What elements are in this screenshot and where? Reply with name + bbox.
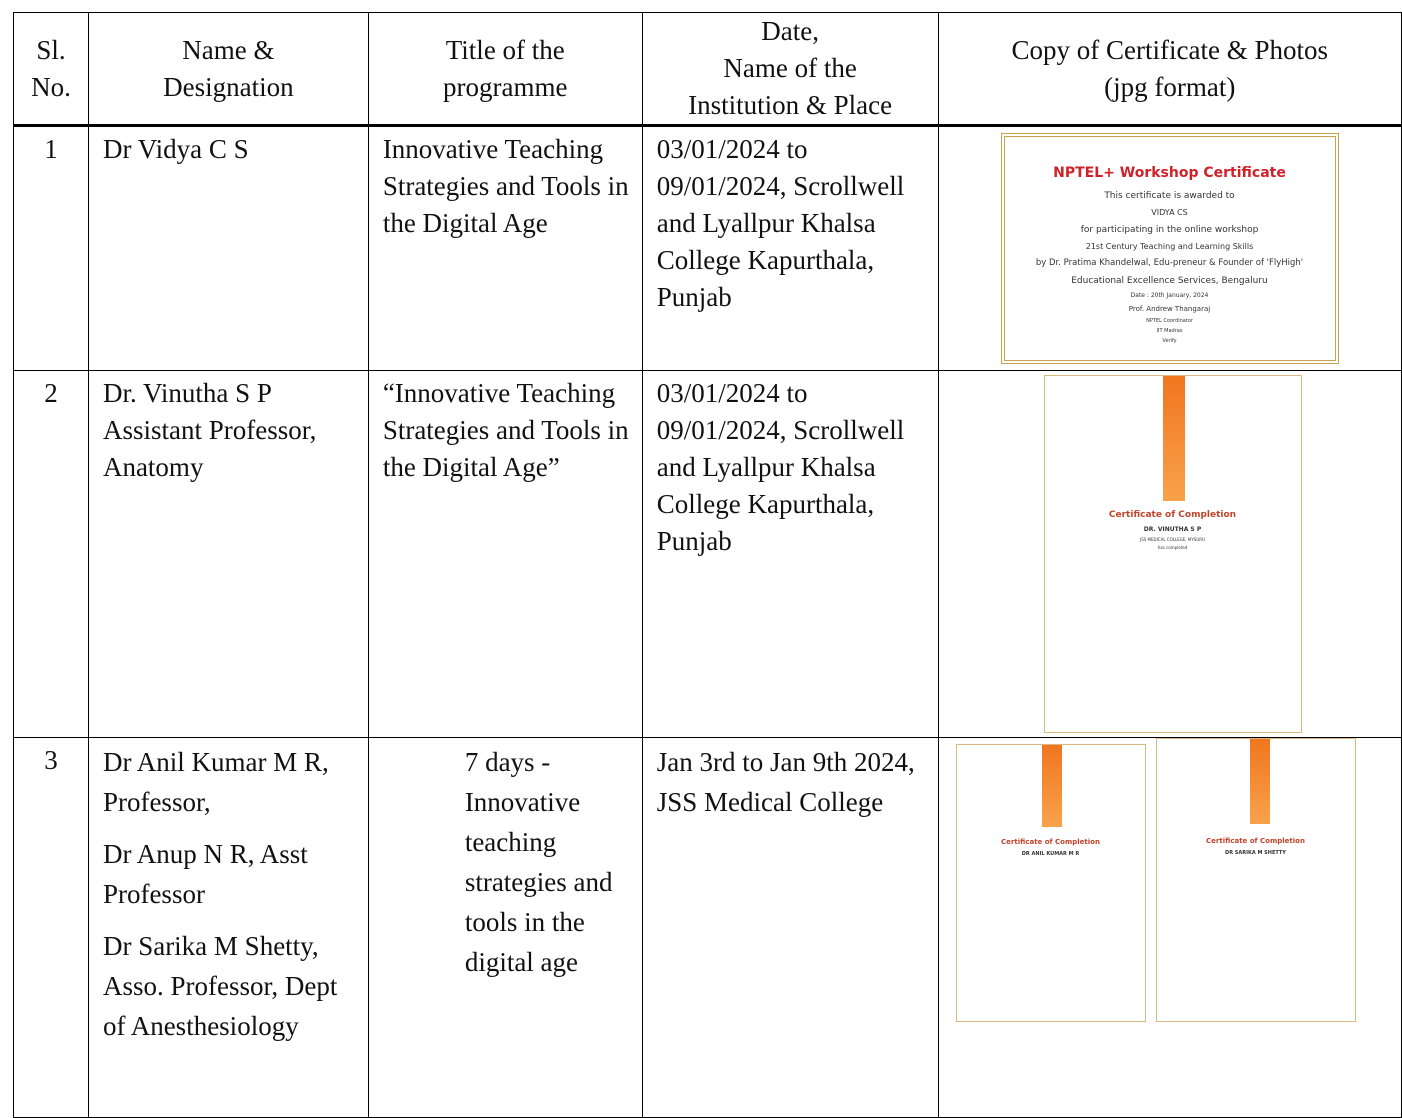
certificate-text: This certificate is awarded to <box>1104 191 1235 201</box>
certificate-text: Certificate of Completion <box>1001 838 1100 846</box>
certificate-text: VIDYA CS <box>1151 208 1188 217</box>
name-text: Dr Anup N R, Asst Professor <box>102 839 308 909</box>
name-text: Dr Vidya C S <box>102 134 249 164</box>
certificate-text: IIT Madras <box>1156 328 1183 334</box>
name-text: Dr Anil Kumar M R, Professor, <box>102 747 329 817</box>
header-cell: Name & Designation <box>87 12 369 127</box>
table-row: 3 Dr Anil Kumar M R, Professor, Dr Anup N … <box>13 737 1402 1118</box>
header-text: Sl. <box>36 34 66 65</box>
certificate-text: Date : 20th January, 2024 <box>1130 292 1209 299</box>
header-cell: Date, Name of the Institution & Place <box>641 12 939 127</box>
certificate-ribbon <box>1162 376 1185 501</box>
serial-number: 3 <box>13 737 89 1118</box>
header-cell: Sl. No. <box>13 12 89 127</box>
certificate-image: NPTEL+ Workshop Certificate This certific… <box>1000 133 1339 364</box>
certificate-text: 21st Century Teaching and Learning Skill… <box>1085 242 1254 251</box>
header-text: programme <box>443 71 568 102</box>
date-place: 03/01/2024 to 09/01/2024, Scrollwell and… <box>641 125 939 371</box>
certificate-ribbon <box>1249 739 1270 824</box>
certificate-cell: Certificate of Completion DR ANIL KUMAR M… <box>937 737 1402 1118</box>
serial-number: 2 <box>13 370 89 738</box>
certificate-text: JSS MEDICAL COLLEGE, MYSURU <box>1140 537 1205 542</box>
date-place: 03/01/2024 to 09/01/2024, Scrollwell and… <box>641 370 939 738</box>
name-text: Dr Sarika M Shetty, Asso. Professor, Dep… <box>102 931 338 1041</box>
certificate-image: Certificate of Completion DR ANIL KUMAR M… <box>955 744 1146 1022</box>
programme-title: 7 days - Innovative teaching strategies … <box>367 737 643 1118</box>
programme-title: “Innovative Teaching Strategies and Tool… <box>367 370 643 738</box>
table-row: 2 Dr. Vinutha S P Assistant Professor, An… <box>13 370 1402 738</box>
header-text: No. <box>31 71 71 102</box>
certificate-table: Sl. No. Name & Designation Title of the progr… <box>13 12 1402 1118</box>
certificate-text: NPTEL+ Workshop Certificate <box>1053 165 1286 181</box>
name-designation: Dr Anil Kumar M R, Professor, Dr Anup N R… <box>87 737 369 1118</box>
certificate-text: Certificate of Completion <box>1206 837 1305 845</box>
header-text: Name of the <box>723 53 857 83</box>
certificate-text: Verify <box>1162 338 1177 344</box>
certificate-text: DR. VINUTHA S P <box>1143 526 1202 533</box>
certificate-image: Certificate of Completion DR SARIKA M SHE… <box>1155 738 1356 1022</box>
header-text: Designation <box>163 71 294 102</box>
header-text: Title of the <box>445 34 565 65</box>
certificate-cell: NPTEL+ Workshop Certificate This certific… <box>937 125 1402 371</box>
header-text: Name & <box>182 34 275 65</box>
certificate-text: for participating in the online workshop <box>1080 225 1259 235</box>
certificate-cell: Certificate of Completion DR. VINUTHA S P… <box>937 370 1402 738</box>
header-cell: Copy of Certificate & Photos (jpg format) <box>937 12 1402 127</box>
certificate-text: Prof. Andrew Thangaraj <box>1128 305 1211 313</box>
header-cell: Title of the programme <box>367 12 643 127</box>
certificate-image: Certificate of Completion DR. VINUTHA S P… <box>1043 375 1302 733</box>
serial-number: 1 <box>13 125 89 371</box>
certificate-text: Certificate of Completion <box>1108 510 1237 520</box>
certificate-text: has completed <box>1157 545 1188 550</box>
header-text: Date, <box>761 16 819 46</box>
certificate-text: DR SARIKA M SHETTY <box>1225 850 1286 856</box>
certificate-text: NPTEL Coordinator <box>1146 318 1193 324</box>
certificate-text: DR ANIL KUMAR M R <box>1021 851 1080 857</box>
table-row: 1 Dr Vidya C S Innovative Teaching Strateg… <box>13 125 1402 371</box>
certificate-text: by Dr. Pratima Khandelwal, Edu-preneur &… <box>1035 258 1304 268</box>
certificate-text: Educational Excellence Services, Bengalu… <box>1071 276 1268 286</box>
header-text: Institution & Place <box>688 90 893 120</box>
programme-title: Innovative Teaching Strategies and Tools… <box>367 125 643 371</box>
name-designation: Dr Vidya C S <box>87 125 369 371</box>
certificate-ribbon <box>1041 745 1062 827</box>
header-row: Sl. No. Name & Designation Title of the progr… <box>13 12 1402 127</box>
name-designation: Dr. Vinutha S P Assistant Professor, Ana… <box>87 370 369 738</box>
name-text: Dr. Vinutha S P Assistant Professor, Ana… <box>102 378 317 482</box>
header-text: Copy of Certificate & Photos <box>1011 34 1328 65</box>
date-place: Jan 3rd to Jan 9th 2024, JSS Medical Col… <box>641 737 939 1118</box>
header-text: (jpg format) <box>1104 71 1236 102</box>
